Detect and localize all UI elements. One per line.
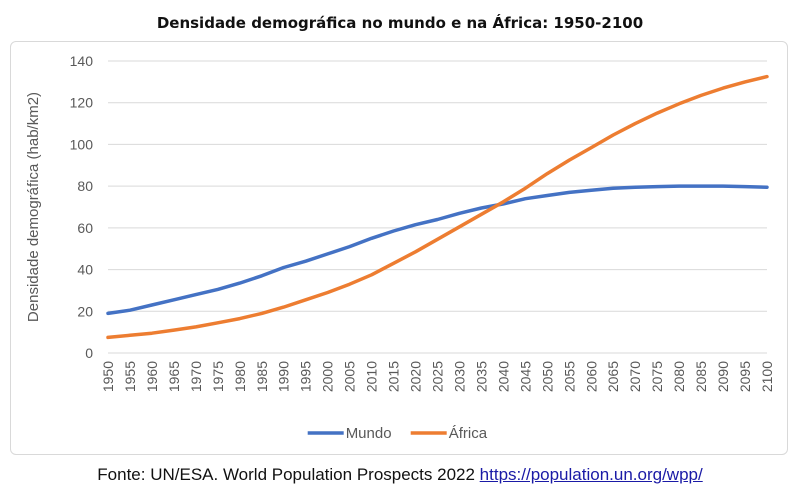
- legend-label: África: [449, 425, 488, 442]
- y-tick-label: 80: [77, 178, 93, 194]
- y-axis-title: Densidade demográfica (hab/km2): [25, 92, 42, 322]
- x-tick-label: 2010: [364, 361, 380, 392]
- source-note: Fonte: UN/ESA. World Population Prospect…: [0, 465, 800, 485]
- x-tick-label: 1985: [254, 361, 270, 392]
- x-tick-label: 2000: [320, 361, 336, 392]
- y-tick-label: 0: [85, 345, 93, 361]
- y-tick-label: 20: [77, 303, 93, 319]
- series-line-africa: [106, 74, 769, 340]
- x-tick-label: 1965: [166, 361, 182, 392]
- x-tick-label: 1950: [100, 361, 116, 392]
- x-tick-label: 2060: [583, 361, 599, 392]
- x-tick-label: 2065: [605, 361, 621, 392]
- x-tick-label: 1955: [122, 361, 138, 392]
- x-tick-label: 2095: [737, 361, 753, 392]
- y-tick-label: 100: [70, 136, 94, 152]
- x-tick-label: 2020: [408, 361, 424, 392]
- x-tick-label: 2015: [386, 361, 402, 392]
- x-tick-label: 2085: [693, 361, 709, 392]
- series-line-mundo: [106, 184, 769, 316]
- source-text: Fonte: UN/ESA. World Population Prospect…: [97, 465, 480, 484]
- x-tick-label: 2005: [342, 361, 358, 392]
- x-tick-label: 1990: [276, 361, 292, 392]
- x-tick-label: 1980: [232, 361, 248, 392]
- x-tick-label: 2055: [561, 361, 577, 392]
- x-tick-label: 2080: [671, 361, 687, 392]
- y-tick-label: 40: [77, 262, 93, 278]
- x-tick-label: 2090: [715, 361, 731, 392]
- x-tick-label: 2050: [539, 361, 555, 392]
- x-tick-label: 2030: [451, 361, 467, 392]
- x-tick-label: 2100: [759, 361, 775, 392]
- x-tick-label: 2045: [517, 361, 533, 392]
- x-tick-label: 2075: [649, 361, 665, 392]
- y-tick-label: 140: [70, 53, 94, 69]
- x-tick-label: 1960: [144, 361, 160, 392]
- x-tick-label: 1970: [188, 361, 204, 392]
- x-tick-label: 2070: [627, 361, 643, 392]
- x-tick-label: 2040: [495, 361, 511, 392]
- chart-title: Densidade demográfica no mundo e na Áfri…: [156, 14, 644, 32]
- x-tick-label: 1975: [210, 361, 226, 392]
- x-tick-label: 2025: [430, 361, 446, 392]
- source-link[interactable]: https://population.un.org/wpp/: [479, 465, 703, 484]
- chart-frame: 0 20 40 60 80 100 120 140 1950 1955 1960 1965 1970 19…: [10, 41, 788, 455]
- legend-label: Mundo: [346, 425, 392, 442]
- y-tick-label: 120: [70, 95, 94, 111]
- x-tick-label: 1995: [298, 361, 314, 392]
- y-tick-label: 60: [77, 220, 93, 236]
- x-tick-label: 2035: [473, 361, 489, 392]
